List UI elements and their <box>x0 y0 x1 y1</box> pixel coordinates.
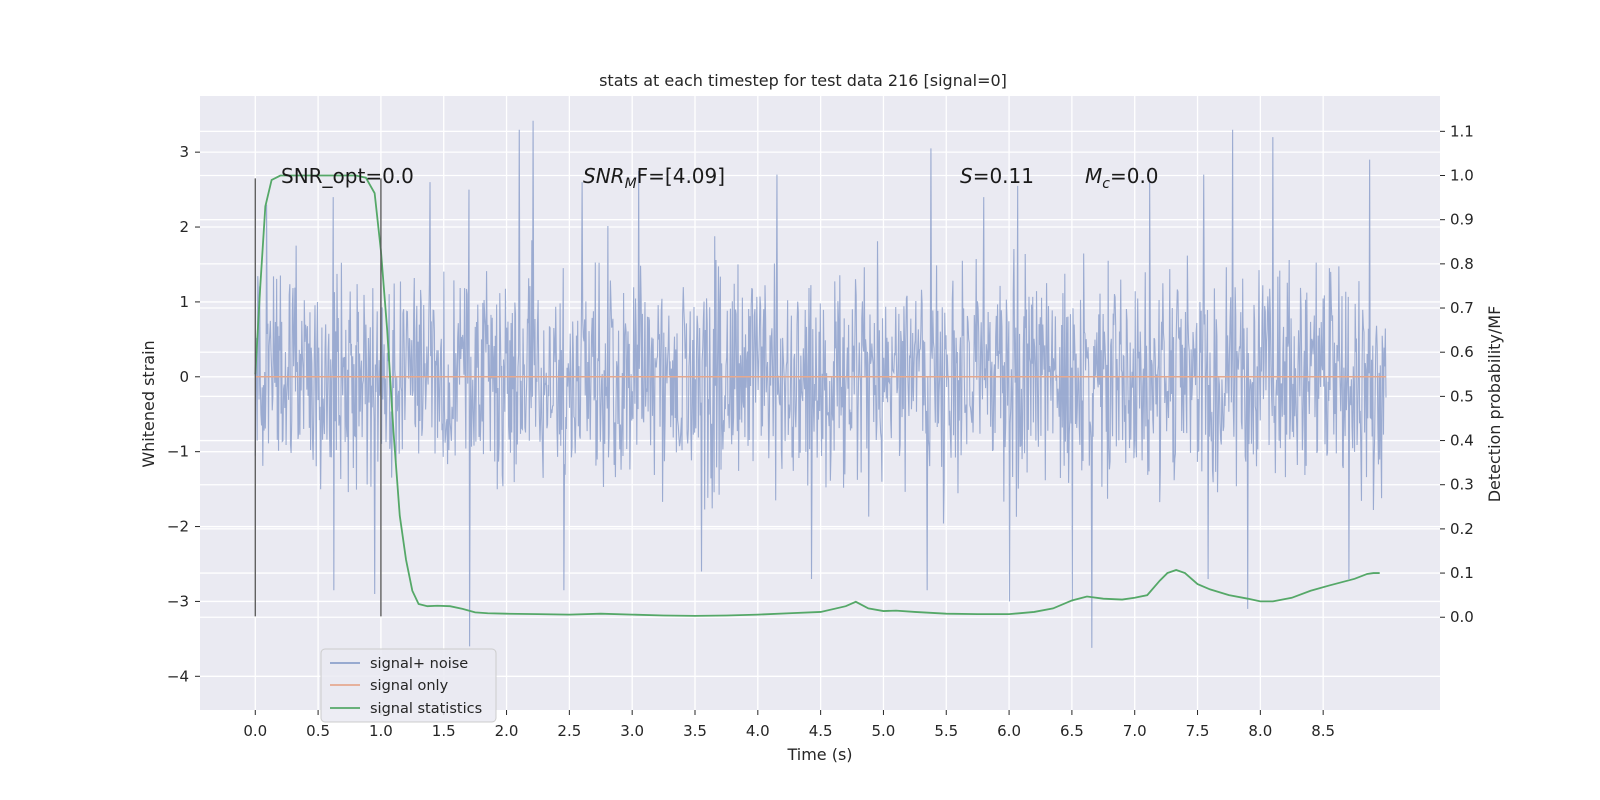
annotation-mc-var: M <box>1085 164 1102 188</box>
legend-label-signal-only: signal only <box>370 678 449 694</box>
annotation-mc-sub: c <box>1102 176 1110 192</box>
y2-tick-label: 1.1 <box>1450 122 1474 140</box>
annotation-mc: Mc=0.0 <box>1085 164 1159 192</box>
y2-tick-label: 0.8 <box>1450 255 1474 273</box>
x-tick-label: 7.5 <box>1186 722 1210 740</box>
x-tick-label: 7.0 <box>1123 722 1147 740</box>
y2-tick-label: 0.6 <box>1450 343 1474 361</box>
y2-tick-label: 0.0 <box>1450 608 1474 626</box>
x-tick-label: 4.5 <box>809 722 833 740</box>
x-tick-label: 6.0 <box>997 722 1021 740</box>
x-tick-label: 2.0 <box>495 722 519 740</box>
annotation-s-var: S <box>960 164 973 188</box>
y-tick-label: −1 <box>167 443 189 461</box>
y-tick-label: −3 <box>167 592 189 610</box>
y-tick-label: 1 <box>179 293 189 311</box>
y2-tick-label: 0.5 <box>1450 387 1474 405</box>
annotation-s: S=0.11 <box>960 164 1034 188</box>
x-tick-label: 6.5 <box>1060 722 1084 740</box>
y-axis-label: Whitened strain <box>139 340 158 467</box>
x-axis-label: Time (s) <box>786 745 852 764</box>
y-tick-label: 3 <box>179 143 189 161</box>
annotation-snr-mf: SNRMF=[4.09] <box>583 164 725 192</box>
series-layer <box>254 120 1387 648</box>
x-tick-label: 5.5 <box>934 722 958 740</box>
y2-tick-label: 0.7 <box>1450 299 1474 317</box>
y2-tick-label: 0.2 <box>1450 520 1474 538</box>
y2-tick-label: 0.9 <box>1450 211 1474 229</box>
series-signal-noise-line <box>254 120 1387 648</box>
x-tick-label: 5.0 <box>872 722 896 740</box>
y-axis-ticks: 3 2 1 0 −1 −2 −3 −4 <box>167 143 200 685</box>
x-tick-label: 1.0 <box>369 722 393 740</box>
annotation-snr-mf-main: SNR <box>583 164 625 188</box>
chart-title: stats at each timestep for test data 216… <box>599 71 1007 90</box>
legend-label-signal-statistics: signal statistics <box>370 701 482 717</box>
y-tick-label: 0 <box>179 368 189 386</box>
annotation-s-val: =0.11 <box>973 164 1034 188</box>
x-tick-label: 0.0 <box>243 722 267 740</box>
x-axis-ticks: 0.0 0.5 1.0 1.5 2.0 2.5 3.0 3.5 4.0 4.5 5.0 5.5 6.0 6… <box>243 710 1335 740</box>
y-tick-label: 2 <box>179 218 189 236</box>
x-tick-label: 2.5 <box>557 722 581 740</box>
legend: signal+ noise signal only signal statist… <box>320 648 497 723</box>
y2-tick-label: 0.3 <box>1450 476 1474 494</box>
annotation-snr-opt: SNR_opt=0.0 <box>281 164 414 188</box>
y2-tick-label: 0.1 <box>1450 564 1474 582</box>
y2-tick-label: 0.4 <box>1450 432 1474 450</box>
x-tick-label: 4.0 <box>746 722 770 740</box>
x-tick-label: 8.5 <box>1311 722 1335 740</box>
x-tick-label: 0.5 <box>306 722 330 740</box>
annotation-mc-val: =0.0 <box>1110 164 1159 188</box>
series-signal-statistics-line <box>254 174 1380 617</box>
x-tick-label: 1.5 <box>432 722 456 740</box>
legend-box <box>320 648 497 723</box>
y-tick-label: −4 <box>167 667 189 685</box>
x-tick-label: 3.0 <box>620 722 644 740</box>
y2-axis-label: Detection probability/MF <box>1485 306 1504 503</box>
y2-axis-ticks: 1.1 1.0 0.9 0.8 0.7 0.6 0.5 0.4 0.3 0.2 0.1 0.0 <box>1440 122 1474 626</box>
vertical-markers <box>254 178 382 617</box>
annotation-snr-mf-sub: M <box>625 176 637 192</box>
annotation-snr-mf-tail: F=[4.09] <box>637 164 725 188</box>
y-tick-label: −2 <box>167 518 189 536</box>
annotations: SNR_opt=0.0 SNRMF=[4.09] S=0.11 Mc=0.0 <box>281 164 1159 192</box>
x-tick-label: 3.5 <box>683 722 707 740</box>
legend-label-signal-noise: signal+ noise <box>370 656 468 672</box>
x-tick-label: 8.0 <box>1248 722 1272 740</box>
y2-tick-label: 1.0 <box>1450 167 1474 185</box>
